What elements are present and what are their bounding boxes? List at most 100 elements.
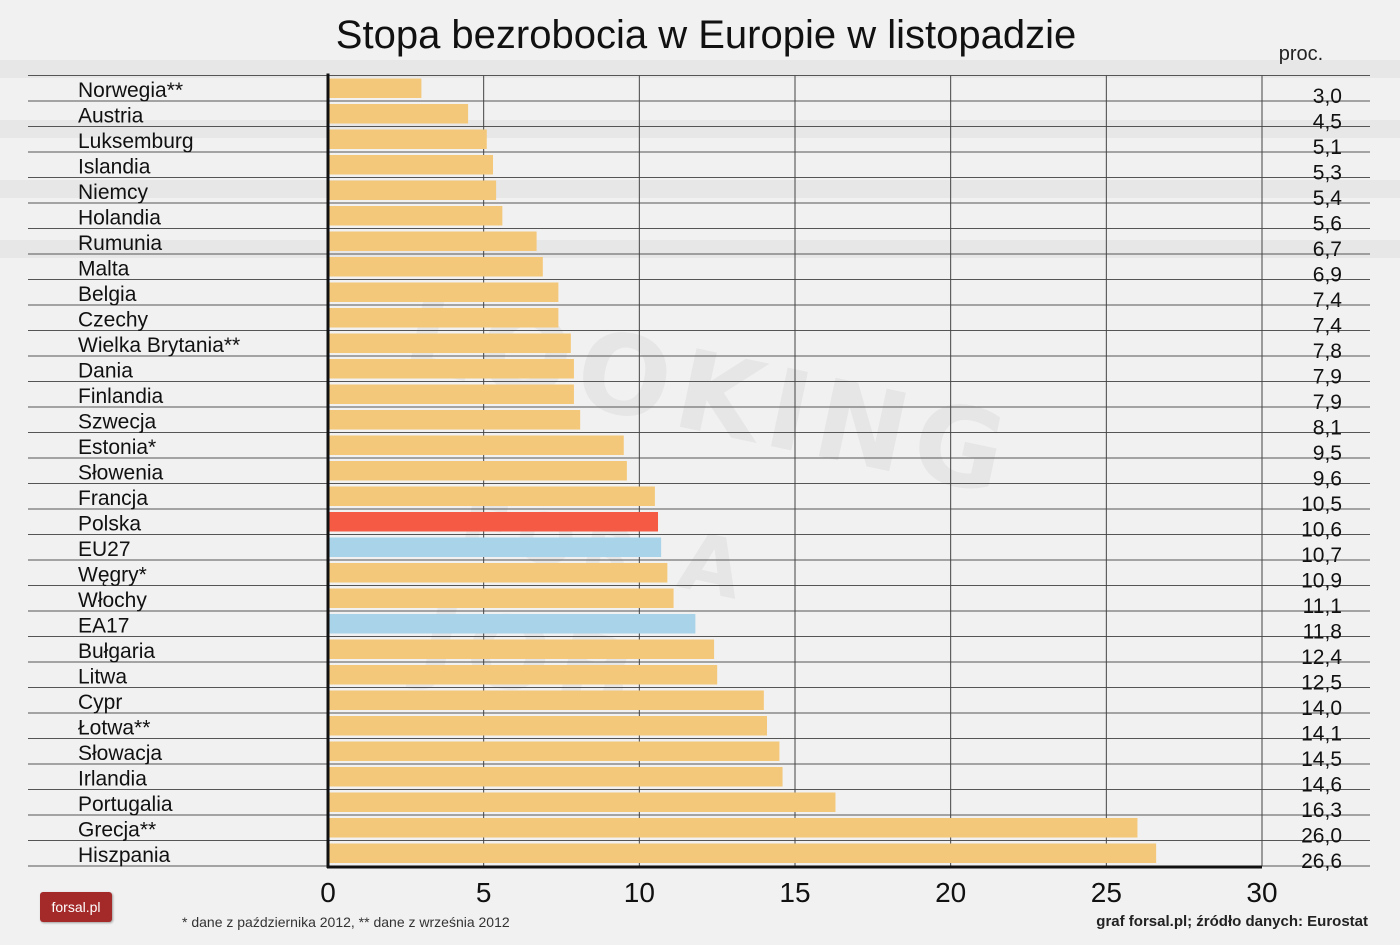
value-label: 9,6 [1313, 468, 1342, 491]
category-label: Austria [78, 105, 144, 128]
value-label: 5,4 [1313, 187, 1343, 210]
value-label: 7,9 [1313, 391, 1342, 414]
bar [329, 537, 662, 557]
bar [329, 818, 1138, 838]
value-label: 9,5 [1313, 442, 1342, 465]
value-label: 26,0 [1301, 825, 1342, 848]
value-label: 5,1 [1313, 136, 1342, 159]
bar [329, 614, 696, 634]
category-label: Litwa [78, 666, 127, 689]
bar [329, 843, 1157, 863]
category-label: Szwecja [78, 411, 157, 434]
category-label: EU27 [78, 538, 131, 561]
value-label: 10,5 [1301, 493, 1342, 516]
bar [329, 435, 624, 455]
category-label: Rumunia [78, 232, 162, 255]
category-label: Luksemburg [78, 130, 194, 153]
category-label: Malta [78, 258, 130, 281]
x-tick-label: 20 [935, 877, 966, 908]
value-label: 14,6 [1301, 774, 1342, 797]
x-tick-label: 15 [779, 877, 810, 908]
value-label: 10,6 [1301, 519, 1342, 542]
bar [329, 767, 783, 787]
bar [329, 384, 574, 404]
bar [329, 206, 503, 226]
category-label: EA17 [78, 615, 129, 638]
value-label: 10,7 [1301, 544, 1342, 567]
footnote: * dane z października 2012, ** dane z wr… [182, 914, 510, 930]
category-label: Belgia [78, 283, 137, 306]
value-label: 7,4 [1313, 289, 1343, 312]
category-label: Francja [78, 487, 148, 510]
value-label: 4,5 [1313, 111, 1342, 134]
x-tick-label: 10 [624, 877, 655, 908]
category-label: Holandia [78, 207, 161, 230]
category-label: Bułgaria [78, 640, 155, 663]
category-label: Norwegia** [78, 79, 183, 102]
forsal-logo: forsal.pl [40, 892, 112, 922]
category-label: Włochy [78, 589, 147, 612]
value-label: 7,9 [1313, 366, 1342, 389]
background-band [0, 60, 1400, 78]
bar [329, 308, 559, 328]
x-tick-label: 5 [476, 877, 492, 908]
value-label: 12,5 [1301, 672, 1342, 695]
category-label: Estonia* [78, 436, 156, 459]
value-label: 11,8 [1303, 621, 1342, 644]
bar [329, 716, 767, 736]
value-label: 6,7 [1313, 238, 1342, 261]
value-label: 6,9 [1313, 264, 1342, 287]
bar [329, 104, 469, 124]
x-tick-label: 30 [1246, 877, 1277, 908]
value-label: 14,1 [1301, 723, 1342, 746]
value-label: 10,9 [1301, 570, 1342, 593]
x-tick-label: 25 [1091, 877, 1122, 908]
category-label: Hiszpania [78, 844, 171, 867]
value-label: 7,8 [1313, 340, 1342, 363]
bar [329, 741, 780, 761]
value-label: 12,4 [1301, 646, 1342, 669]
bar [329, 410, 581, 430]
value-label: 5,6 [1313, 213, 1342, 236]
bar [329, 665, 718, 685]
label-layer: Norwegia** 3,0 Austria 4,5 Luksemburg 5,1 Isla… [78, 79, 1342, 873]
category-label: Węgry* [78, 564, 147, 587]
unit-label: proc. [1279, 43, 1323, 65]
category-label: Cypr [78, 691, 122, 714]
category-label: Islandia [78, 156, 151, 179]
bar [329, 639, 715, 659]
value-label: 16,3 [1301, 799, 1342, 822]
bar [329, 359, 574, 379]
value-label: 3,0 [1313, 85, 1342, 108]
category-label: Irlandia [78, 768, 147, 791]
axis-layer: 0 5 10 15 20 25 30 [320, 73, 1278, 908]
bar [329, 588, 674, 608]
bar [329, 461, 627, 481]
bar [329, 690, 764, 710]
bar [329, 155, 494, 175]
category-label: Słowacja [78, 742, 162, 765]
source-credit: graf forsal.pl; źródło danych: Eurostat [1096, 913, 1368, 930]
category-label: Łotwa** [78, 717, 150, 740]
bar [329, 333, 571, 353]
value-label: 8,1 [1313, 417, 1342, 440]
bar [329, 231, 537, 251]
value-label: 14,0 [1301, 697, 1342, 720]
category-label: Słowenia [78, 462, 164, 485]
bar [329, 792, 836, 812]
value-label: 26,6 [1301, 850, 1342, 873]
category-label: Finlandia [78, 385, 164, 408]
chart-title: Stopa bezrobocia w Europie w listopadzie [336, 13, 1076, 57]
category-label: Dania [78, 360, 133, 383]
category-label: Portugalia [78, 793, 173, 816]
category-label: Polska [78, 513, 141, 536]
value-label: 14,5 [1301, 748, 1342, 771]
value-label: 5,3 [1313, 162, 1342, 185]
value-label: 11,1 [1303, 595, 1342, 618]
bar [329, 486, 655, 506]
category-label: Niemcy [78, 181, 149, 204]
category-label: Grecja** [78, 819, 156, 842]
bar [329, 78, 422, 98]
bar [329, 282, 559, 302]
